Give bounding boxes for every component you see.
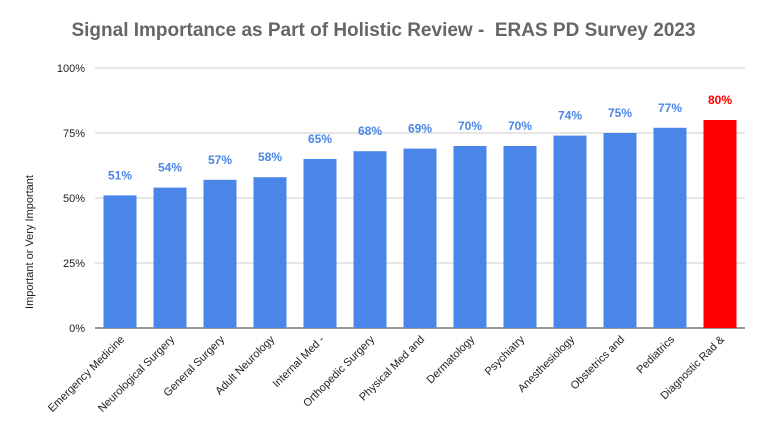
y-tick-label: 0% bbox=[69, 323, 85, 335]
bar bbox=[703, 120, 737, 328]
bar bbox=[553, 135, 587, 328]
bar bbox=[603, 133, 637, 328]
y-axis-ticks: 0% 25% 50% 75% 100% bbox=[57, 63, 85, 335]
data-labels: 51% 54% 57% 58% 65% 68% 69% 70% 70% 74% 75% 77% 80% bbox=[108, 93, 732, 182]
bars bbox=[103, 120, 737, 328]
bar bbox=[153, 187, 187, 328]
bar bbox=[403, 148, 437, 328]
data-label: 74% bbox=[558, 109, 582, 123]
data-label: 54% bbox=[158, 161, 182, 175]
y-tick-label: 75% bbox=[63, 128, 85, 140]
bar bbox=[503, 146, 537, 328]
bar bbox=[303, 159, 337, 328]
data-label: 77% bbox=[658, 101, 682, 115]
data-label: 69% bbox=[408, 122, 432, 136]
y-tick-label: 100% bbox=[57, 63, 85, 75]
bar bbox=[453, 146, 487, 328]
bar bbox=[653, 127, 687, 328]
y-axis-label: Important or Very Important bbox=[24, 175, 36, 309]
x-tick-label: Dermatology bbox=[425, 333, 478, 386]
bar bbox=[103, 195, 137, 328]
data-label: 65% bbox=[308, 132, 332, 146]
data-label: 70% bbox=[508, 119, 532, 133]
y-tick-label: 50% bbox=[63, 193, 85, 205]
y-tick-label: 25% bbox=[63, 258, 85, 270]
bar bbox=[203, 179, 237, 328]
bar bbox=[253, 177, 287, 328]
data-label: 58% bbox=[258, 150, 282, 164]
x-tick-label: Pediatrics bbox=[634, 333, 677, 376]
x-tick-label: Internal Med - bbox=[271, 333, 328, 390]
data-label: 57% bbox=[208, 153, 232, 167]
data-label: 68% bbox=[358, 124, 382, 138]
chart-title: Signal Importance as Part of Holistic Re… bbox=[71, 20, 696, 41]
x-tick-label: Obstetrics and bbox=[568, 334, 627, 393]
data-label: 80% bbox=[708, 93, 732, 107]
data-label: 75% bbox=[608, 106, 632, 120]
data-label: 51% bbox=[108, 168, 132, 182]
bar bbox=[353, 151, 387, 328]
data-label: 70% bbox=[458, 119, 482, 133]
x-tick-label: Psychiatry bbox=[483, 333, 528, 378]
